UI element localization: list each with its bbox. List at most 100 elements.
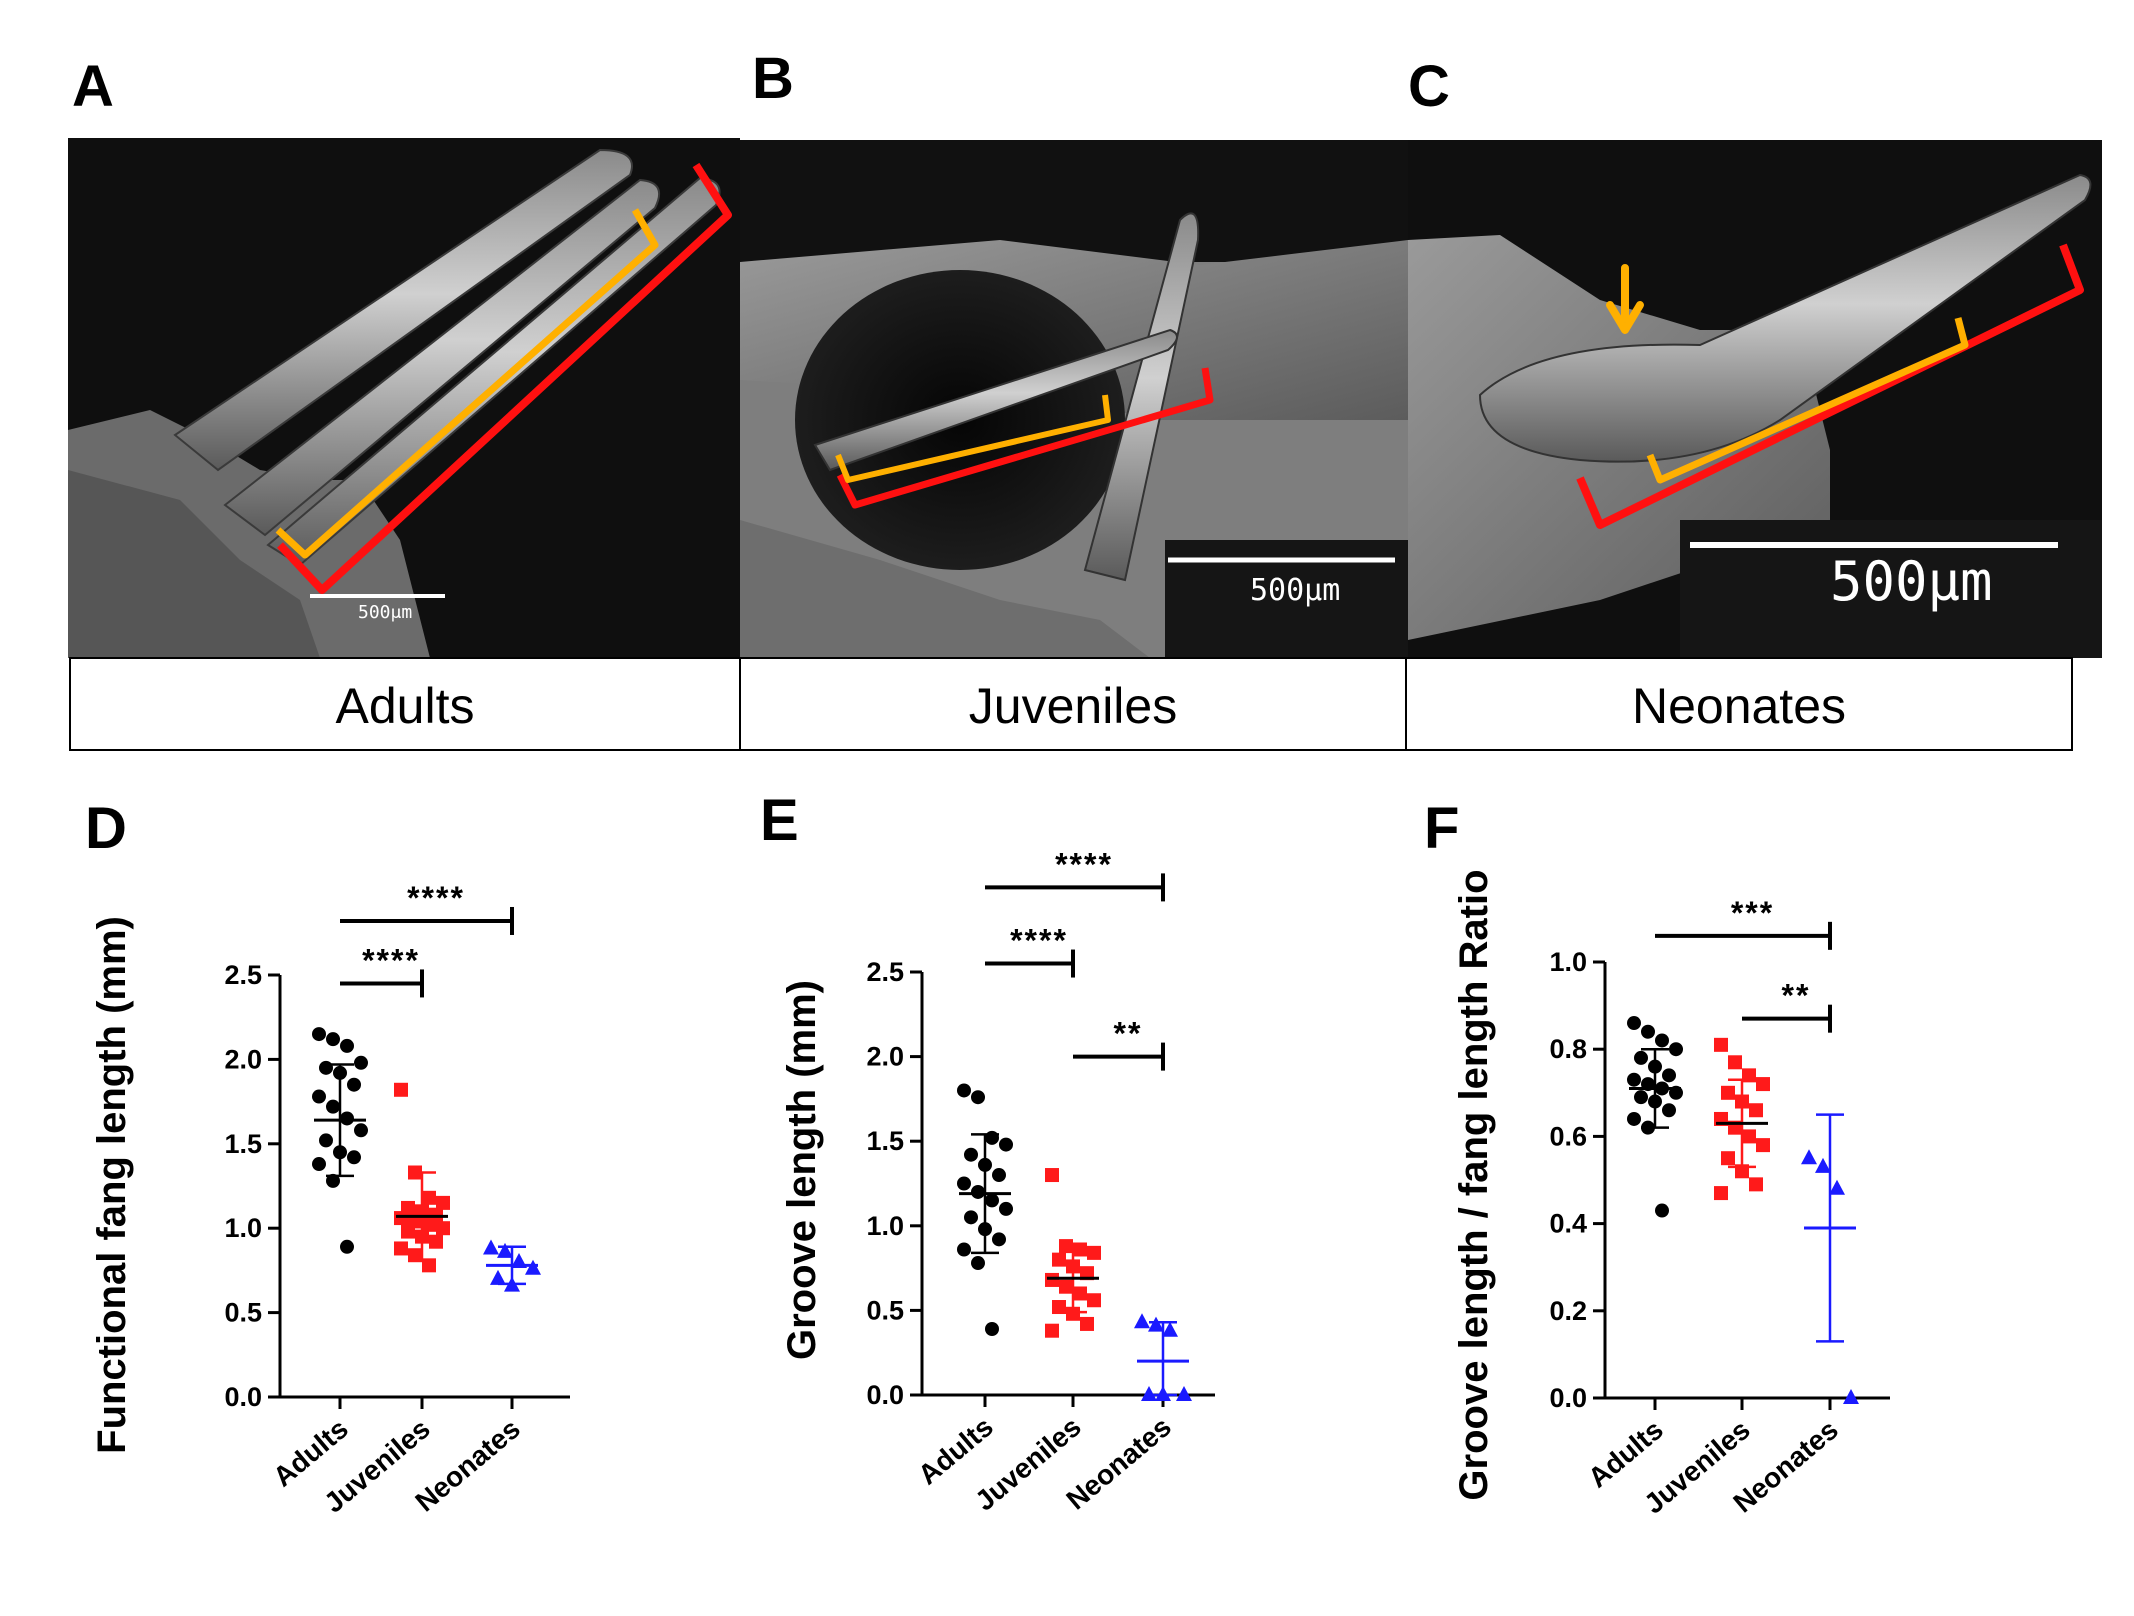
data-point-adults xyxy=(999,1201,1013,1216)
significance-label: **** xyxy=(362,942,420,978)
y-axis-label: Functional fang length (mm) xyxy=(90,916,134,1454)
data-point-neonates xyxy=(1148,1316,1164,1332)
fang-horizontal xyxy=(813,328,1178,472)
data-point-adults xyxy=(1662,1103,1676,1118)
data-point-juveniles xyxy=(1066,1306,1080,1321)
data-point-adults xyxy=(340,1038,354,1053)
data-point-juveniles xyxy=(1073,1242,1087,1257)
data-point-juveniles xyxy=(1080,1316,1094,1331)
data-point-adults xyxy=(957,1083,971,1098)
caption-adults: Adults xyxy=(336,678,475,734)
data-point-adults xyxy=(319,1133,333,1148)
y-tick-label: 2.0 xyxy=(224,1044,262,1074)
data-point-juveniles xyxy=(1045,1272,1059,1287)
data-point-neonates xyxy=(1843,1389,1859,1404)
data-point-adults xyxy=(326,1173,340,1188)
data-point-neonates xyxy=(497,1242,513,1258)
fang-bracket xyxy=(277,162,732,594)
data-point-juveniles xyxy=(1728,1055,1742,1070)
groove-bracket xyxy=(835,394,1111,483)
data-point-juveniles xyxy=(1756,1138,1770,1153)
arrow-icon xyxy=(1606,264,1644,334)
chart-groove-fang-ratio: 0.0 0.2 0.4 0.6 0.8 1.0 Groove length / fang l… xyxy=(1452,869,1890,1520)
data-point-adults xyxy=(326,1032,340,1047)
data-point-adults xyxy=(957,1242,971,1257)
data-point-adults xyxy=(964,1210,978,1225)
y-tick-label: 2.5 xyxy=(866,957,904,987)
panel-letter-c: C xyxy=(1408,54,1450,119)
y-tick-label: 0.4 xyxy=(1549,1209,1587,1239)
data-point-adults xyxy=(1662,1068,1676,1083)
data-point-juveniles xyxy=(394,1082,408,1097)
scale-bar-label: 500μm xyxy=(358,602,412,623)
data-point-adults xyxy=(985,1193,999,1208)
y-tick-label: 0.8 xyxy=(1549,1034,1587,1064)
data-point-juveniles xyxy=(1080,1266,1094,1281)
scale-bar-label: 500μm xyxy=(1250,573,1340,608)
data-point-adults xyxy=(347,1150,361,1165)
y-tick-label: 0.2 xyxy=(1549,1296,1587,1326)
data-point-adults xyxy=(312,1027,326,1042)
y-tick-label: 0.6 xyxy=(1549,1121,1587,1151)
y-tick-label: 1.0 xyxy=(1549,947,1587,977)
data-point-juveniles xyxy=(1742,1129,1756,1144)
sem-image-adults: 500μm xyxy=(68,138,740,658)
data-point-neonates xyxy=(1829,1179,1845,1195)
data-point-adults xyxy=(964,1147,978,1162)
data-point-adults xyxy=(1655,1203,1669,1218)
y-tick-label: 0.0 xyxy=(1549,1383,1587,1413)
y-axis-label: Groove length (mm) xyxy=(780,980,824,1360)
data-point-juveniles xyxy=(436,1221,450,1236)
data-point-juveniles xyxy=(1714,1186,1728,1201)
caption-juveniles: Juveniles xyxy=(969,678,1177,734)
significance-label: ** xyxy=(1114,1016,1143,1052)
y-tick-label: 1.5 xyxy=(866,1126,904,1156)
top-dark-band xyxy=(740,140,1408,262)
scale-bar-label: 500μm xyxy=(1830,550,1993,613)
sem-image-juveniles: 500μm xyxy=(740,140,1408,658)
data-point-juveniles xyxy=(422,1217,436,1232)
data-point-juveniles xyxy=(1721,1085,1735,1100)
caption-neonates: Neonates xyxy=(1632,678,1846,734)
panel-letter-b: B xyxy=(752,46,794,111)
data-point-juveniles xyxy=(408,1248,422,1263)
data-point-adults xyxy=(971,1184,985,1199)
significance-label: **** xyxy=(1010,923,1068,959)
data-point-adults xyxy=(992,1232,1006,1247)
data-point-juveniles xyxy=(1059,1239,1073,1254)
data-point-adults xyxy=(1641,1024,1655,1039)
significance-label: **** xyxy=(407,880,465,916)
data-point-juveniles xyxy=(1087,1245,1101,1260)
groove-bracket xyxy=(275,208,659,559)
groove-bracket xyxy=(1646,317,1969,484)
data-point-juveniles xyxy=(1087,1293,1101,1308)
data-point-neonates xyxy=(1134,1313,1150,1329)
data-point-adults xyxy=(312,1157,326,1172)
data-point-adults xyxy=(1655,1033,1669,1048)
data-point-adults xyxy=(340,1239,354,1254)
data-point-juveniles xyxy=(1045,1323,1059,1338)
data-point-adults xyxy=(985,1130,999,1145)
data-point-adults xyxy=(354,1055,368,1070)
chart-functional-fang-length: 0.0 0.5 1.0 1.5 2.0 2.5 Functional fang length… xyxy=(90,880,570,1519)
caption-box-neonates xyxy=(1405,657,2073,751)
data-point-adults xyxy=(326,1099,340,1114)
y-tick-label: 0.0 xyxy=(224,1382,262,1412)
data-point-juveniles xyxy=(429,1234,443,1249)
data-point-neonates xyxy=(1801,1149,1817,1165)
y-tick-label: 1.0 xyxy=(866,1211,904,1241)
data-point-juveniles xyxy=(394,1241,408,1256)
data-point-adults xyxy=(1669,1042,1683,1057)
data-point-juveniles xyxy=(1052,1252,1066,1267)
data-point-neonates xyxy=(483,1239,499,1255)
y-tick-label: 0.5 xyxy=(224,1298,262,1328)
data-point-juveniles xyxy=(1059,1279,1073,1294)
data-point-adults xyxy=(1634,1090,1648,1105)
fang-rear xyxy=(173,148,633,472)
data-point-adults xyxy=(971,1090,985,1105)
data-point-adults xyxy=(319,1060,333,1075)
data-point-adults xyxy=(347,1077,361,1092)
fang xyxy=(1478,173,2092,463)
y-tick-label: 2.0 xyxy=(866,1042,904,1072)
